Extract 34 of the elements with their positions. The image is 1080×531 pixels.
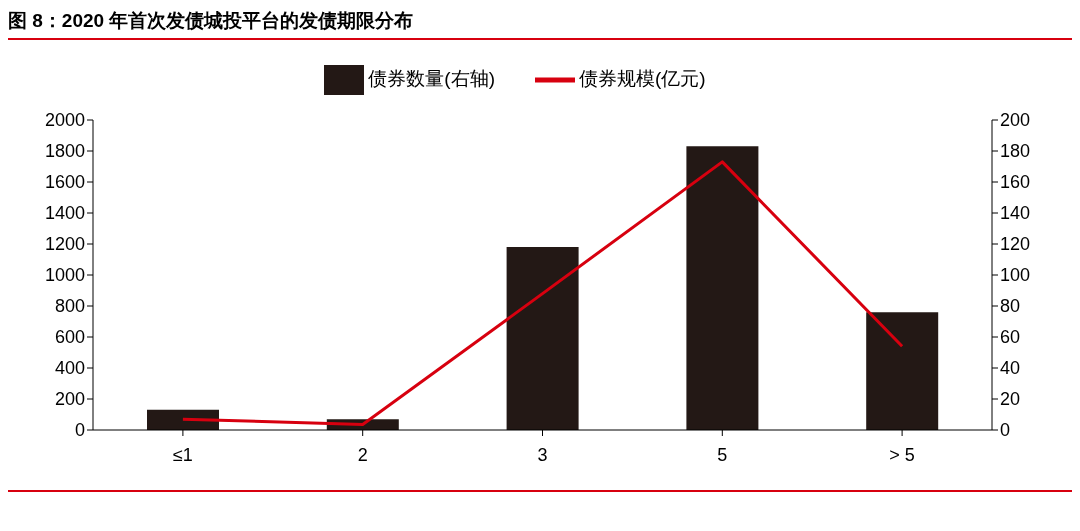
y2-tick-label: 140	[1000, 203, 1031, 224]
y-tick-label: 1800	[44, 141, 85, 162]
legend-label: 债券数量(右轴)	[368, 68, 495, 90]
y-tick-label: 400	[54, 358, 85, 379]
y2-tick-label: 180	[1000, 141, 1031, 162]
x-tick-label: 2	[357, 444, 368, 465]
legend-label: 债券规模(亿元)	[579, 68, 706, 90]
x-tick-label: 5	[717, 444, 728, 465]
y-tick-label: 800	[54, 296, 85, 317]
y-tick-label: 1600	[44, 172, 85, 193]
bar	[686, 146, 759, 430]
y2-tick-label: 20	[1000, 389, 1021, 410]
bar	[866, 312, 939, 430]
y2-tick-label: 160	[1000, 172, 1031, 193]
y-tick-label: 1400	[44, 203, 85, 224]
y2-tick-label: 60	[1000, 327, 1021, 348]
bar	[506, 247, 579, 430]
y-tick-label: 600	[54, 327, 85, 348]
y-tick-label: 2000	[44, 110, 85, 131]
y2-tick-label: 80	[1000, 296, 1021, 317]
y2-tick-label: 200	[1000, 110, 1031, 131]
y2-tick-label: 0	[1000, 420, 1011, 441]
y2-tick-label: 40	[1000, 358, 1021, 379]
x-tick-label: > 5	[889, 444, 915, 465]
y2-tick-label: 100	[1000, 265, 1031, 286]
line-series	[181, 160, 904, 427]
y-tick-label: 1000	[44, 265, 85, 286]
x-tick-label: ≤1	[172, 444, 193, 465]
y-tick-label: 0	[74, 420, 85, 441]
y-tick-label: 200	[54, 389, 85, 410]
x-tick-label: 3	[537, 444, 548, 465]
chart-title: 图 8：2020 年首次发债城投平台的发债期限分布	[8, 8, 1072, 40]
y2-tick-label: 120	[1000, 234, 1031, 255]
y-tick-label: 1200	[44, 234, 85, 255]
